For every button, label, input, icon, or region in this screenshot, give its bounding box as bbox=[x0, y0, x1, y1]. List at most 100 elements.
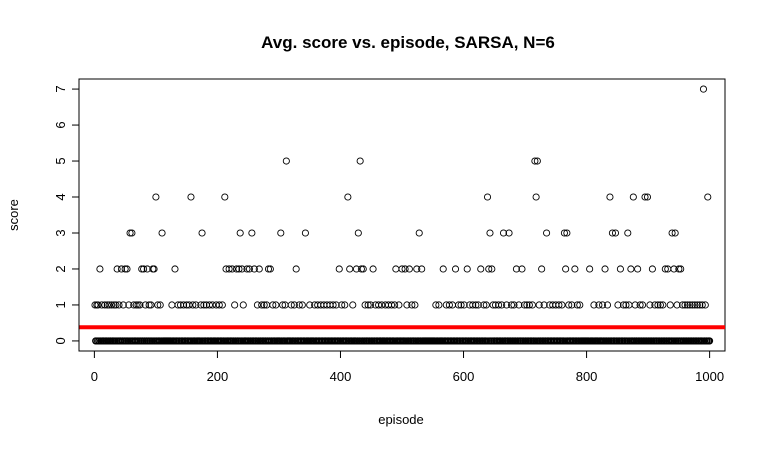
data-point bbox=[154, 301, 162, 309]
data-point bbox=[525, 301, 533, 309]
data-point bbox=[398, 265, 406, 273]
data-point bbox=[361, 301, 369, 309]
data-point bbox=[666, 301, 674, 309]
data-point bbox=[486, 229, 494, 237]
data-point bbox=[392, 265, 400, 273]
y-axis-label: score bbox=[6, 199, 21, 231]
data-point bbox=[235, 265, 243, 273]
data-point bbox=[482, 301, 490, 309]
data-point bbox=[140, 265, 148, 273]
data-point bbox=[643, 193, 652, 201]
data-point bbox=[91, 301, 99, 309]
data-point bbox=[576, 301, 584, 309]
y-tick-label: 5 bbox=[53, 157, 68, 164]
data-point bbox=[538, 265, 546, 273]
data-point bbox=[282, 157, 290, 165]
data-point bbox=[357, 265, 365, 273]
data-point bbox=[608, 229, 616, 237]
data-point bbox=[341, 301, 349, 309]
data-point bbox=[198, 229, 206, 237]
data-point bbox=[673, 301, 681, 309]
data-point bbox=[691, 301, 699, 309]
y-tick-label: 3 bbox=[53, 229, 68, 236]
data-point bbox=[413, 265, 421, 273]
data-point bbox=[641, 193, 649, 201]
data-point bbox=[185, 301, 193, 309]
data-point bbox=[634, 265, 642, 273]
data-point bbox=[528, 301, 536, 309]
data-point bbox=[108, 301, 116, 309]
data-point bbox=[683, 301, 692, 309]
data-point bbox=[445, 301, 453, 309]
data-point bbox=[472, 301, 480, 309]
data-point bbox=[96, 265, 104, 273]
data-point bbox=[272, 301, 280, 309]
data-point bbox=[518, 265, 526, 273]
data-point bbox=[245, 265, 253, 273]
data-point bbox=[115, 301, 123, 309]
data-point bbox=[573, 301, 581, 309]
x-tick-label: 0 bbox=[91, 369, 98, 384]
data-point bbox=[105, 301, 113, 309]
data-point bbox=[706, 337, 714, 345]
data-point bbox=[531, 157, 539, 165]
data-point bbox=[112, 301, 120, 309]
x-tick-label: 600 bbox=[453, 369, 475, 384]
data-point bbox=[136, 301, 144, 309]
data-point bbox=[435, 301, 443, 309]
data-point bbox=[533, 157, 541, 165]
x-tick-label: 800 bbox=[576, 369, 598, 384]
data-point bbox=[236, 229, 244, 237]
x-tick-label: 400 bbox=[330, 369, 352, 384]
data-point bbox=[498, 301, 506, 309]
data-point bbox=[205, 301, 213, 309]
data-point bbox=[614, 301, 622, 309]
data-point bbox=[232, 265, 241, 273]
data-point bbox=[103, 301, 111, 309]
data-point bbox=[231, 301, 239, 309]
data-point bbox=[520, 301, 528, 309]
y-tick-label: 1 bbox=[53, 301, 68, 308]
data-point bbox=[646, 301, 654, 309]
data-point bbox=[253, 301, 261, 309]
data-point bbox=[156, 301, 164, 309]
data-point bbox=[540, 301, 548, 309]
data-point bbox=[474, 301, 482, 309]
plot-frame bbox=[78, 78, 726, 352]
data-point bbox=[94, 301, 102, 309]
data-point bbox=[679, 301, 687, 309]
data-point bbox=[693, 301, 701, 309]
data-point bbox=[277, 229, 285, 237]
data-point bbox=[375, 301, 383, 309]
y-tick-label: 4 bbox=[53, 193, 68, 200]
data-point bbox=[228, 265, 236, 273]
data-point bbox=[654, 301, 662, 309]
data-point bbox=[532, 193, 540, 201]
data-point bbox=[523, 301, 531, 309]
data-point bbox=[145, 301, 153, 309]
data-point bbox=[405, 265, 413, 273]
data-point bbox=[418, 265, 426, 273]
data-point bbox=[659, 301, 667, 309]
data-point bbox=[460, 301, 468, 309]
data-point bbox=[187, 193, 195, 201]
data-point bbox=[197, 301, 205, 309]
data-point bbox=[560, 229, 568, 237]
data-point bbox=[192, 301, 200, 309]
data-point bbox=[352, 265, 361, 273]
data-point bbox=[601, 265, 609, 273]
data-point bbox=[132, 301, 140, 309]
y-tick-label: 7 bbox=[53, 85, 68, 92]
data-point bbox=[255, 265, 263, 273]
data-point bbox=[248, 229, 256, 237]
data-point bbox=[98, 301, 106, 309]
data-point bbox=[292, 265, 300, 273]
data-point bbox=[123, 265, 131, 273]
data-point bbox=[279, 301, 287, 309]
data-point bbox=[147, 301, 155, 309]
data-point bbox=[260, 301, 268, 309]
data-point bbox=[670, 265, 678, 273]
data-point bbox=[629, 193, 637, 201]
data-point bbox=[510, 301, 518, 309]
